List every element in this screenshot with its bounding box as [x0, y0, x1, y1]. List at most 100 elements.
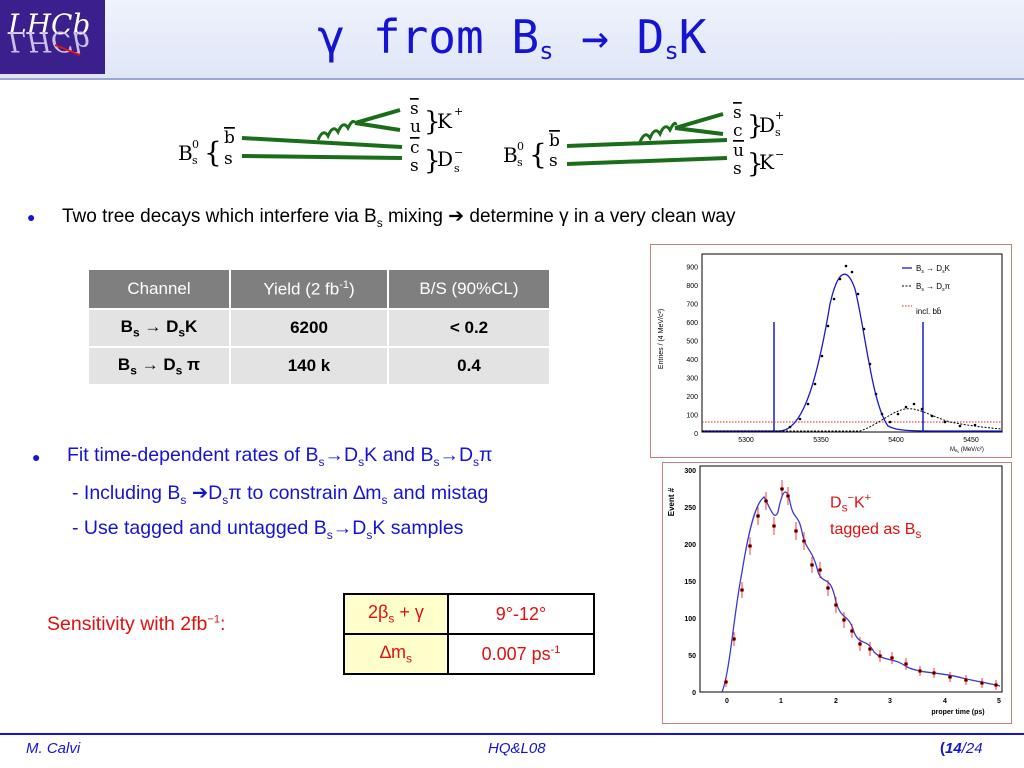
slide-title: γ from Bs → DsK [317, 10, 707, 65]
col-yield: Yield (2 fb-1) [231, 270, 387, 308]
svg-text:}: } [747, 111, 764, 141]
svg-text:D: D [437, 147, 453, 171]
svg-text:100: 100 [686, 413, 698, 420]
svg-text:s: s [192, 154, 198, 167]
svg-text:{: { [529, 138, 547, 171]
svg-text:5: 5 [997, 698, 1001, 705]
svg-text:K: K [437, 109, 453, 133]
svg-text:2: 2 [834, 698, 838, 705]
svg-text:5400: 5400 [888, 437, 904, 444]
footer-page-number: (14/24 [940, 740, 983, 757]
svg-text:−: − [775, 148, 784, 161]
meson-label: B [178, 141, 193, 165]
table-row: Bs → DsK 6200 < 0.2 [89, 310, 549, 346]
col-bs: B/S (90%CL) [389, 270, 549, 308]
svg-text:5450: 5450 [963, 437, 979, 444]
footer-conference: HQ&L08 [488, 740, 546, 757]
svg-text:3: 3 [888, 698, 892, 705]
svg-text:100: 100 [684, 616, 696, 623]
header-band [0, 0, 1024, 78]
svg-text:0: 0 [694, 431, 698, 438]
svg-text:B: B [503, 143, 518, 167]
footer-author: M. Calvi [26, 740, 81, 757]
svg-text:0: 0 [725, 698, 729, 705]
feynman-diagram-left: B 0 s { b s s u } K + c s } D − s [178, 99, 463, 176]
x-axis-label: MBs (MeV/c²) [950, 447, 984, 454]
svg-text:u: u [733, 141, 744, 161]
feynman-diagram-right: B 0 s { b s s c } D + s u s } K − [503, 103, 784, 179]
lhcb-logo: LHCb LHCb [0, 0, 105, 74]
svg-text:600: 600 [686, 320, 698, 327]
svg-text:150: 150 [684, 579, 696, 586]
svg-text:s: s [733, 159, 742, 179]
svg-text:5300: 5300 [738, 437, 754, 444]
y-axis-label: Event # [667, 487, 676, 516]
svg-text:1: 1 [779, 698, 783, 705]
svg-text:Bs → DsK: Bs → DsK [916, 264, 951, 275]
svg-text:5350: 5350 [813, 437, 829, 444]
col-channel: Channel [89, 270, 229, 308]
svg-text:LHCb: LHCb [7, 25, 90, 58]
svg-text:s: s [454, 162, 460, 175]
background-curve [702, 408, 1003, 432]
mass-distribution-plot: Entries / (4 MeV/c²) 0 100 200 300 400 5… [650, 244, 1012, 458]
svg-text:K: K [759, 150, 775, 174]
header-divider [0, 78, 1024, 80]
svg-text:900: 900 [686, 265, 698, 272]
sub-bullet-use-tagged: - Use tagged and untagged Bs→DsK samples [72, 517, 464, 542]
table-row: 2βs + γ 9°-12° [343, 593, 595, 635]
bullet-fit-rates: Fit time-dependent rates of Bs→DsK and B… [67, 444, 493, 469]
svg-text:}: } [747, 149, 764, 179]
svg-text:0: 0 [692, 690, 696, 697]
svg-text:s: s [733, 103, 742, 123]
svg-text:b: b [549, 131, 560, 151]
svg-text:s: s [517, 156, 523, 169]
svg-text:800: 800 [686, 283, 698, 290]
svg-text:s: s [775, 126, 781, 139]
svg-text:s: s [224, 149, 233, 169]
table-row: ∆ms 0.007 ps-1 [343, 633, 595, 675]
svg-text:incl. bb̄: incl. bb̄ [916, 307, 942, 316]
svg-text:300: 300 [686, 376, 698, 383]
y-axis-label: Entries / (4 MeV/c²) [658, 309, 665, 369]
svg-text:s: s [410, 99, 419, 119]
svg-text:+: + [775, 109, 784, 122]
svg-text:Bs → Dsπ: Bs → Dsπ [916, 282, 951, 293]
svg-text:4: 4 [943, 698, 947, 705]
channel-table: Channel Yield (2 fb-1) B/S (90%CL) Bs → … [87, 268, 551, 386]
svg-text:{: { [204, 136, 222, 169]
svg-text:200: 200 [684, 542, 696, 549]
svg-text:+: + [454, 105, 463, 118]
svg-text:250: 250 [684, 505, 696, 512]
svg-text:0: 0 [192, 138, 199, 151]
svg-text:200: 200 [686, 394, 698, 401]
svg-text:}: } [424, 107, 441, 137]
svg-text:0: 0 [517, 140, 524, 153]
svg-text:s: s [410, 156, 419, 176]
footer-divider [0, 733, 1024, 735]
bullet-dot: ● [27, 209, 36, 225]
table-row: Bs → Ds π 140 k 0.4 [89, 348, 549, 384]
svg-text:LHCb: LHCb [7, 8, 90, 41]
svg-text:50: 50 [688, 653, 696, 660]
sensitivity-table: 2βs + γ 9°-12° ∆ms 0.007 ps-1 [343, 593, 595, 675]
proper-time-plot: Event # 0 50 100 150 200 250 300 0 1 2 3… [662, 462, 1012, 724]
svg-text:}: } [424, 146, 441, 176]
svg-text:D: D [759, 113, 775, 137]
svg-text:c: c [410, 138, 420, 158]
fit-curve [721, 491, 1001, 693]
svg-text:b: b [224, 128, 235, 148]
svg-text:c: c [733, 121, 743, 141]
bullet-two-tree-decays: Two tree decays which interfere via Bs m… [62, 206, 736, 230]
svg-text:−: − [454, 146, 463, 159]
svg-text:300: 300 [684, 468, 696, 475]
bullet-dot: ● [32, 449, 41, 465]
tagging-note: Ds−K+ tagged as Bs [830, 492, 922, 541]
svg-text:700: 700 [686, 302, 698, 309]
plot-legend: Bs → DsK Bs → Dsπ incl. bb̄ [902, 264, 951, 316]
svg-text:500: 500 [686, 339, 698, 346]
svg-text:u: u [410, 117, 421, 137]
svg-text:400: 400 [686, 357, 698, 364]
svg-text:s: s [549, 151, 558, 171]
x-axis-label: proper time (ps) [931, 709, 984, 716]
